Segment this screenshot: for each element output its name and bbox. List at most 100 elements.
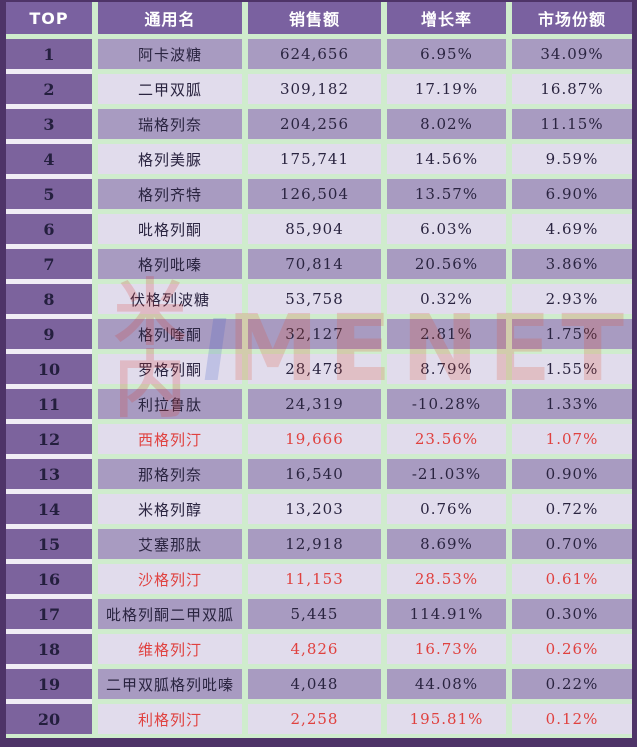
growth-rate-cell: 17.19%	[387, 74, 506, 104]
column-header-sales: 销售额	[248, 2, 381, 34]
generic-name-cell: 二甲双胍	[98, 74, 242, 104]
sales-cell: 2,258	[248, 704, 381, 734]
rank-cell: 12	[6, 424, 92, 454]
market-share-cell: 1.55%	[512, 354, 632, 384]
growth-rate-cell: 44.08%	[387, 669, 506, 699]
sales-cell: 624,656	[248, 39, 381, 69]
sales-cell: 13,203	[248, 494, 381, 524]
generic-name-cell: 米格列醇	[98, 494, 242, 524]
growth-rate-cell: 6.95%	[387, 39, 506, 69]
growth-rate-cell: 195.81%	[387, 704, 506, 734]
market-share-cell: 1.33%	[512, 389, 632, 419]
market-share-cell: 4.69%	[512, 214, 632, 244]
sales-cell: 24,319	[248, 389, 381, 419]
growth-rate-cell: 16.73%	[387, 634, 506, 664]
sales-cell: 53,758	[248, 284, 381, 314]
ranking-table: TOP 通用名 销售额 增长率 市场份额 1 阿卡波糖 624,656 6.95% 34.09% 2…	[6, 2, 632, 738]
growth-rate-cell: 13.57%	[387, 179, 506, 209]
sales-cell: 5,445	[248, 599, 381, 629]
growth-rate-cell: 8.02%	[387, 109, 506, 139]
sales-cell: 4,826	[248, 634, 381, 664]
sales-cell: 175,741	[248, 144, 381, 174]
market-share-cell: 0.90%	[512, 459, 632, 489]
rank-cell: 18	[6, 634, 92, 664]
market-share-cell: 0.26%	[512, 634, 632, 664]
generic-name-cell: 格列美脲	[98, 144, 242, 174]
sales-cell: 11,153	[248, 564, 381, 594]
market-share-cell: 9.59%	[512, 144, 632, 174]
market-share-cell: 0.30%	[512, 599, 632, 629]
rank-cell: 20	[6, 704, 92, 734]
rank-cell: 8	[6, 284, 92, 314]
generic-name-cell: 格列喹酮	[98, 319, 242, 349]
rank-cell: 1	[6, 39, 92, 69]
sales-cell: 12,918	[248, 529, 381, 559]
rank-cell: 19	[6, 669, 92, 699]
generic-name-cell: 沙格列汀	[98, 564, 242, 594]
generic-name-cell: 伏格列波糖	[98, 284, 242, 314]
column-header-top: TOP	[6, 2, 92, 34]
rank-cell: 13	[6, 459, 92, 489]
sales-cell: 4,048	[248, 669, 381, 699]
growth-rate-cell: 114.91%	[387, 599, 506, 629]
rank-cell: 2	[6, 74, 92, 104]
generic-name-cell: 维格列汀	[98, 634, 242, 664]
rank-cell: 14	[6, 494, 92, 524]
market-share-cell: 0.22%	[512, 669, 632, 699]
sales-cell: 85,904	[248, 214, 381, 244]
growth-rate-cell: 20.56%	[387, 249, 506, 279]
rank-cell: 15	[6, 529, 92, 559]
rank-cell: 5	[6, 179, 92, 209]
sales-cell: 28,478	[248, 354, 381, 384]
sales-cell: 204,256	[248, 109, 381, 139]
rank-cell: 10	[6, 354, 92, 384]
column-header-generic-name: 通用名	[98, 2, 242, 34]
generic-name-cell: 吡格列酮	[98, 214, 242, 244]
table-grid: TOP 通用名 销售额 增长率 市场份额 1 阿卡波糖 624,656 6.95% 34.09% 2…	[6, 2, 632, 734]
growth-rate-cell: 28.53%	[387, 564, 506, 594]
growth-rate-cell: 6.03%	[387, 214, 506, 244]
growth-rate-cell: 2.81%	[387, 319, 506, 349]
sales-cell: 16,540	[248, 459, 381, 489]
rank-cell: 3	[6, 109, 92, 139]
sales-cell: 19,666	[248, 424, 381, 454]
market-share-cell: 0.70%	[512, 529, 632, 559]
rank-cell: 9	[6, 319, 92, 349]
column-header-growth-rate: 增长率	[387, 2, 506, 34]
sales-cell: 70,814	[248, 249, 381, 279]
generic-name-cell: 二甲双胍格列吡嗪	[98, 669, 242, 699]
market-share-cell: 0.72%	[512, 494, 632, 524]
growth-rate-cell: 23.56%	[387, 424, 506, 454]
growth-rate-cell: 0.32%	[387, 284, 506, 314]
rank-cell: 16	[6, 564, 92, 594]
sales-cell: 309,182	[248, 74, 381, 104]
generic-name-cell: 格列齐特	[98, 179, 242, 209]
column-header-market-share: 市场份额	[512, 2, 632, 34]
generic-name-cell: 利拉鲁肽	[98, 389, 242, 419]
growth-rate-cell: -10.28%	[387, 389, 506, 419]
market-share-cell: 34.09%	[512, 39, 632, 69]
rank-cell: 6	[6, 214, 92, 244]
rank-cell: 11	[6, 389, 92, 419]
market-share-cell: 3.86%	[512, 249, 632, 279]
generic-name-cell: 罗格列酮	[98, 354, 242, 384]
growth-rate-cell: 8.69%	[387, 529, 506, 559]
growth-rate-cell: 8.79%	[387, 354, 506, 384]
generic-name-cell: 吡格列酮二甲双胍	[98, 599, 242, 629]
growth-rate-cell: -21.03%	[387, 459, 506, 489]
generic-name-cell: 西格列汀	[98, 424, 242, 454]
generic-name-cell: 那格列奈	[98, 459, 242, 489]
market-share-cell: 6.90%	[512, 179, 632, 209]
rank-cell: 4	[6, 144, 92, 174]
generic-name-cell: 格列吡嗪	[98, 249, 242, 279]
market-share-cell: 1.07%	[512, 424, 632, 454]
growth-rate-cell: 0.76%	[387, 494, 506, 524]
market-share-cell: 0.12%	[512, 704, 632, 734]
generic-name-cell: 阿卡波糖	[98, 39, 242, 69]
growth-rate-cell: 14.56%	[387, 144, 506, 174]
market-share-cell: 16.87%	[512, 74, 632, 104]
rank-cell: 7	[6, 249, 92, 279]
generic-name-cell: 利格列汀	[98, 704, 242, 734]
rank-cell: 17	[6, 599, 92, 629]
